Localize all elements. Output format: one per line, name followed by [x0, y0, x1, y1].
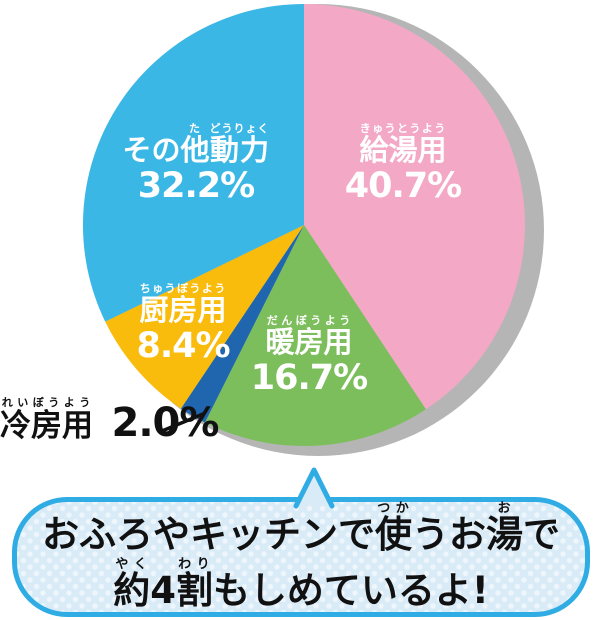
slice-label-kyuto-pct: 40.7%: [344, 166, 462, 207]
callout-line-2: 約やく4割わりもしめているよ!: [113, 557, 489, 612]
slice-label-kyuto: 給湯用きゅうとうよう 40.7%: [344, 122, 462, 207]
slice-label-danbo-text: 暖房用だんぼうよう: [265, 314, 353, 359]
slice-label-danbo: 暖房用だんぼうよう 16.7%: [250, 314, 368, 399]
slice-label-chubo-pct: 8.4%: [136, 326, 230, 367]
slice-label-danbo-pct: 16.7%: [250, 358, 368, 399]
slice-label-sonota-pct: 32.2%: [137, 166, 255, 207]
slice-label-chubo-text: 厨房用ちゅうぼうよう: [139, 282, 227, 327]
slice-label-sonota: その他た動力どうりょく 32.2%: [122, 122, 269, 205]
callout-bubble: おふろやキッチンで使つかうお湯おで 約やく4割わりもしめているよ!: [12, 497, 590, 617]
slice-label-kyuto-text: 給湯用きゅうとうよう: [359, 122, 447, 167]
callout-line-1: おふろやキッチンで使つかうお湯おで: [42, 501, 560, 557]
slice-label-reibo-text: 冷房用れいぼうよう: [0, 396, 93, 444]
slice-label-chubo: 厨房用ちゅうぼうよう 8.4%: [136, 282, 230, 367]
slice-label-reibo-pct: 2.0%: [111, 400, 220, 446]
slice-label-reibo: 冷房用れいぼうよう 2.0%: [0, 396, 220, 446]
slice-label-sonota-text: その他た動力どうりょく: [122, 122, 270, 167]
